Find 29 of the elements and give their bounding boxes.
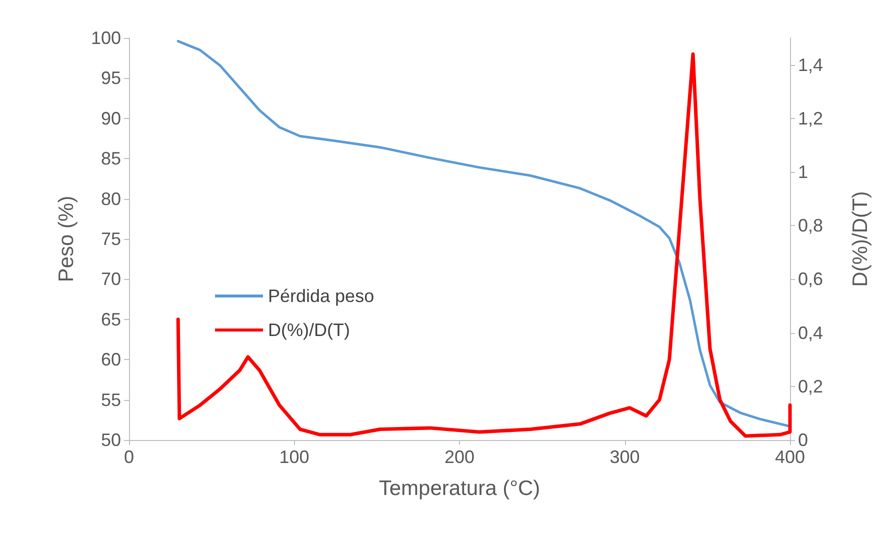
- x-tick-label: 200: [444, 447, 475, 467]
- y-tick-label: 95: [100, 68, 121, 88]
- y-tick-label: 90: [100, 108, 121, 128]
- y-tick-label: 65: [100, 309, 121, 330]
- y-tick-label: 55: [100, 390, 121, 410]
- y2-axis-title: D(%)/D(T): [849, 191, 872, 287]
- y-axis-title: Peso (%): [55, 196, 78, 282]
- y2-tick-label: 0: [798, 430, 808, 450]
- x-tick-label: 0: [124, 447, 134, 467]
- y2-tick-label: 1,4: [798, 54, 824, 75]
- x-tick-label: 100: [279, 447, 310, 467]
- legend-label: D(%)/D(T): [268, 320, 350, 340]
- y2-tick-label: 0,4: [798, 322, 824, 343]
- y-tick-label: 60: [100, 350, 121, 370]
- y2-tick-label: 0,2: [798, 376, 824, 396]
- y-tick-label: 50: [100, 430, 121, 450]
- y-tick-label: 70: [100, 269, 121, 290]
- y-tick-label: 100: [90, 28, 121, 48]
- y-tick-label: 85: [100, 148, 121, 169]
- x-axis-title: Temperatura (°C): [378, 477, 540, 500]
- x-tick-label: 300: [610, 447, 640, 467]
- y2-tick-label: 0,6: [798, 269, 824, 290]
- y2-tick-label: 0,8: [798, 216, 824, 236]
- x-tick-label: 400: [774, 447, 806, 467]
- legend-label: Pérdida peso: [268, 286, 374, 306]
- y-tick-label: 75: [100, 229, 121, 249]
- y2-tick-label: 1: [798, 162, 808, 182]
- y-tick-label: 80: [100, 188, 121, 209]
- y2-tick-label: 1,2: [798, 108, 824, 128]
